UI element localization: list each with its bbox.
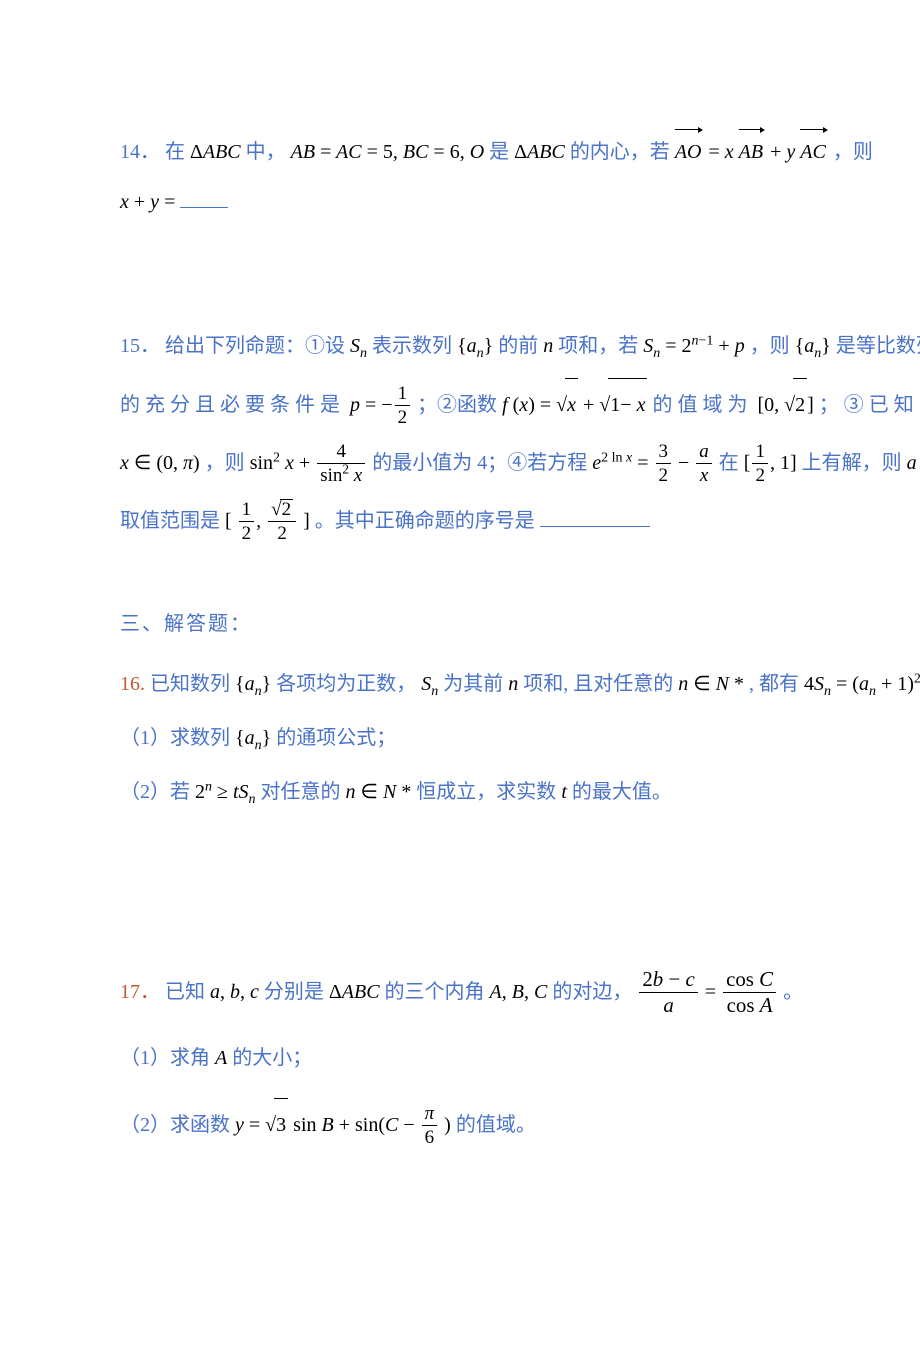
problem-16: 16. 已知数列 {an} 各项均为正数， Sn 为其前 n 项和, 且对任意的… (120, 660, 920, 816)
q14-text: 在 (165, 141, 185, 163)
q15-text: ； (819, 394, 844, 416)
q14-text: 的内心，若 (570, 141, 670, 163)
problem-17: 17． 已知 a, b, c 分别是 ΔABC 的三个内角 A, B, C 的对… (120, 966, 920, 1151)
q14-math: AB = AC = 5, BC = 6, O (291, 141, 485, 163)
q15-blank (540, 506, 650, 527)
vec-ab: AB (739, 141, 763, 163)
problem-14: 14． 在 ΔABC 中， AB = AC = 5, BC = 6, O 是 Δ… (120, 126, 920, 224)
q14-math: ΔABC (190, 141, 241, 163)
vec-ao: AO (675, 141, 702, 163)
q14-answer-expr: x + y = (120, 191, 180, 213)
q14-blank (180, 187, 228, 208)
q15-number: 15． (120, 335, 160, 357)
q14-vector-eq: AO = x AB + y AC (675, 141, 833, 163)
q17-number: 17． (120, 981, 160, 1003)
vec-ac: AC (800, 141, 826, 163)
section-3-title: 三、解答题： (120, 607, 920, 636)
problem-15: 15． 给出下列命题：①设 Sn 表示数列 {an} 的前 n 项和，若 Sn … (120, 320, 920, 547)
q14-text: ，则 (833, 141, 873, 163)
q14-text: 是 (489, 141, 509, 163)
q14-text: 中， (246, 141, 286, 163)
q16-number: 16. (120, 673, 145, 695)
q15-text: 给出下列命题：①设 (165, 335, 345, 357)
q14-number: 14． (120, 141, 160, 163)
q14-math: ΔABC (514, 141, 565, 163)
